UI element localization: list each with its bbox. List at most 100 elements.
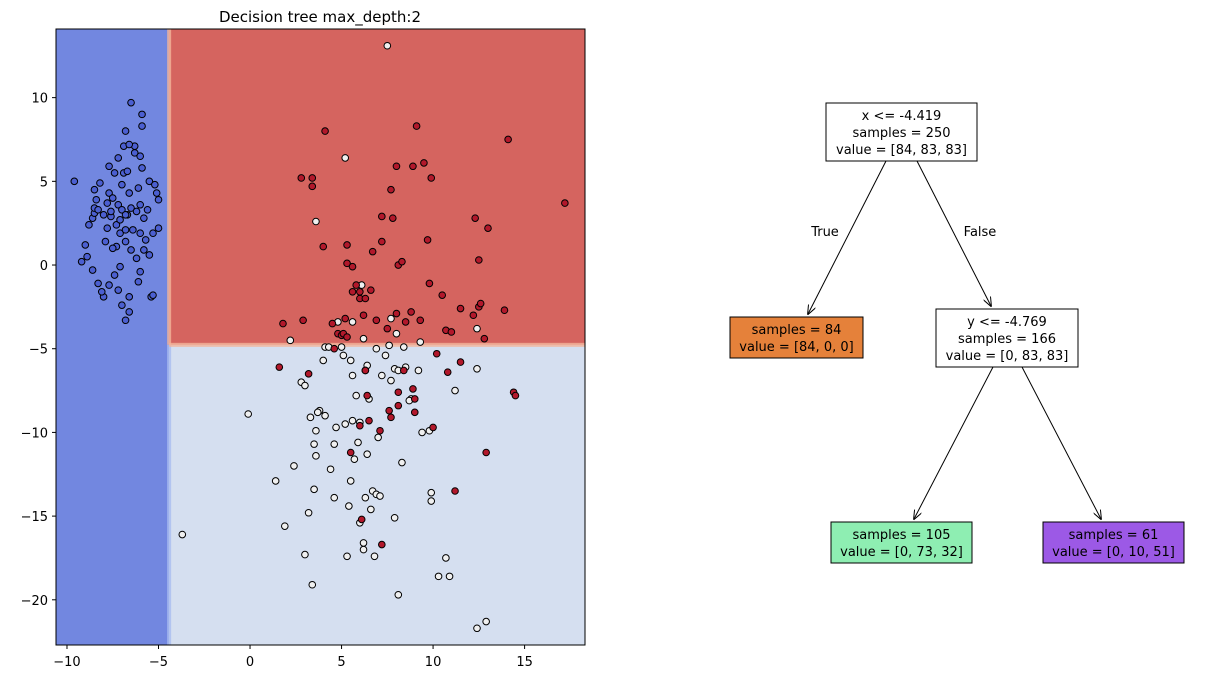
data-point-series-2 — [275, 363, 284, 371]
tree-node-text: x <= -4.419 — [862, 109, 942, 124]
data-point-series-0 — [116, 262, 124, 271]
data-point-series-2 — [438, 291, 447, 299]
region-class-2 — [169, 29, 585, 345]
data-point-series-1 — [392, 329, 401, 338]
data-point-series-0 — [114, 200, 123, 209]
data-point-series-0 — [121, 211, 130, 219]
data-point-series-0 — [136, 229, 145, 238]
data-point-series-0 — [121, 127, 130, 135]
tree-nodes: x <= -4.419 samples = 250 value = [84, 83,… — [729, 102, 1185, 564]
tree-node-root: x <= -4.419 samples = 250 value = [84, 83,… — [825, 102, 978, 162]
y-tick-label: −20 — [21, 594, 48, 609]
data-point-series-0 — [136, 200, 145, 209]
data-point-series-0 — [132, 207, 141, 216]
data-point-series-2 — [372, 316, 381, 325]
data-point-series-1 — [350, 455, 359, 463]
plot-title: Decision tree max_depth:2 — [219, 8, 421, 27]
tree-node-left: samples = 84 value = [84, 0, 0] — [729, 316, 864, 359]
data-point-series-0 — [85, 221, 93, 229]
data-point-series-0 — [145, 251, 154, 259]
data-point-series-0 — [110, 169, 119, 177]
data-point-series-0 — [70, 177, 79, 186]
data-point-series-1 — [451, 386, 459, 395]
data-point-series-1 — [354, 438, 362, 447]
x-tick-label: 10 — [425, 655, 442, 670]
boundary-band-vertical-upper — [167, 29, 172, 345]
tree-node-text: value = [0, 73, 32] — [840, 545, 963, 560]
data-point-series-2 — [321, 127, 329, 135]
data-point-series-0 — [125, 140, 134, 149]
data-point-series-2 — [409, 162, 417, 171]
data-point-series-0 — [110, 271, 119, 279]
x-tick-label: −5 — [149, 655, 168, 670]
data-point-series-0 — [94, 279, 102, 288]
tree-node-text: samples = 61 — [1069, 528, 1159, 543]
boundary-band-vertical-lower — [167, 344, 172, 645]
data-point-series-0 — [94, 205, 102, 214]
tree-node-text: value = [84, 83, 83] — [836, 143, 967, 158]
data-point-series-0 — [121, 237, 130, 246]
data-point-series-1 — [427, 497, 436, 505]
data-point-series-2 — [504, 135, 512, 144]
data-point-series-2 — [383, 324, 392, 333]
data-point-series-2 — [378, 540, 386, 549]
data-point-series-1 — [376, 492, 384, 500]
data-point-series-2 — [297, 174, 306, 182]
data-point-series-1 — [348, 416, 357, 425]
data-point-series-1 — [348, 371, 357, 380]
data-point-series-0 — [107, 207, 115, 216]
data-point-series-1 — [352, 391, 360, 400]
data-point-series-1 — [330, 493, 339, 502]
data-point-series-0 — [141, 236, 150, 244]
edge-label-true: True — [810, 225, 839, 240]
data-point-series-1 — [372, 344, 381, 353]
axis-ticks: −10 −5 0 5 10 15 10 5 0 −5 −10 −15 −20 — [21, 92, 533, 670]
data-point-series-1 — [310, 440, 318, 448]
tree-edges: True False — [808, 160, 1101, 519]
data-point-series-1 — [326, 465, 335, 474]
data-point-series-0 — [151, 180, 159, 189]
data-point-series-2 — [398, 257, 406, 266]
data-point-series-2 — [482, 448, 490, 457]
data-point-series-0 — [114, 286, 123, 294]
data-point-series-2 — [476, 299, 485, 308]
data-point-series-2 — [401, 318, 410, 326]
data-point-series-1 — [418, 428, 426, 437]
data-point-series-2 — [361, 366, 370, 375]
data-point-series-0 — [138, 122, 146, 130]
data-point-series-2 — [429, 423, 437, 432]
data-point-series-2 — [427, 174, 436, 182]
data-point-series-1 — [306, 413, 315, 422]
data-point-series-2 — [367, 286, 375, 294]
y-tick-label: 0 — [40, 259, 48, 274]
data-point-series-1 — [178, 530, 187, 539]
data-point-series-1 — [414, 366, 423, 375]
data-point-series-1 — [359, 545, 368, 554]
tree-node-right-left: samples = 105 value = [0, 73, 32] — [830, 521, 973, 564]
data-point-series-1 — [381, 351, 390, 360]
data-point-series-1 — [348, 318, 357, 326]
data-point-series-1 — [416, 338, 425, 346]
data-point-series-2 — [389, 214, 397, 222]
data-point-series-2 — [407, 308, 415, 316]
data-point-series-1 — [367, 505, 375, 514]
data-point-series-0 — [140, 246, 148, 254]
edge-label-false: False — [964, 225, 997, 240]
data-point-series-0 — [81, 241, 90, 249]
data-point-series-1 — [346, 356, 355, 365]
data-point-series-1 — [343, 552, 351, 561]
data-point-series-1 — [301, 381, 309, 390]
data-point-series-1 — [332, 423, 340, 432]
data-point-series-1 — [290, 462, 298, 470]
data-point-series-2 — [378, 212, 386, 221]
data-point-series-1 — [445, 572, 454, 581]
tree-node-text: samples = 105 — [852, 528, 950, 543]
data-point-series-0 — [90, 185, 99, 194]
plot-frame — [55, 28, 586, 646]
data-point-series-2 — [279, 319, 287, 328]
data-point-series-2 — [416, 316, 425, 325]
data-point-series-0 — [103, 199, 112, 207]
decision-boundary-scatter-plot: Decision tree max_depth:2 −10 −5 0 5 10 15 10 5… — [21, 8, 586, 670]
data-point-series-1 — [385, 341, 393, 350]
data-point-series-0 — [149, 291, 157, 299]
